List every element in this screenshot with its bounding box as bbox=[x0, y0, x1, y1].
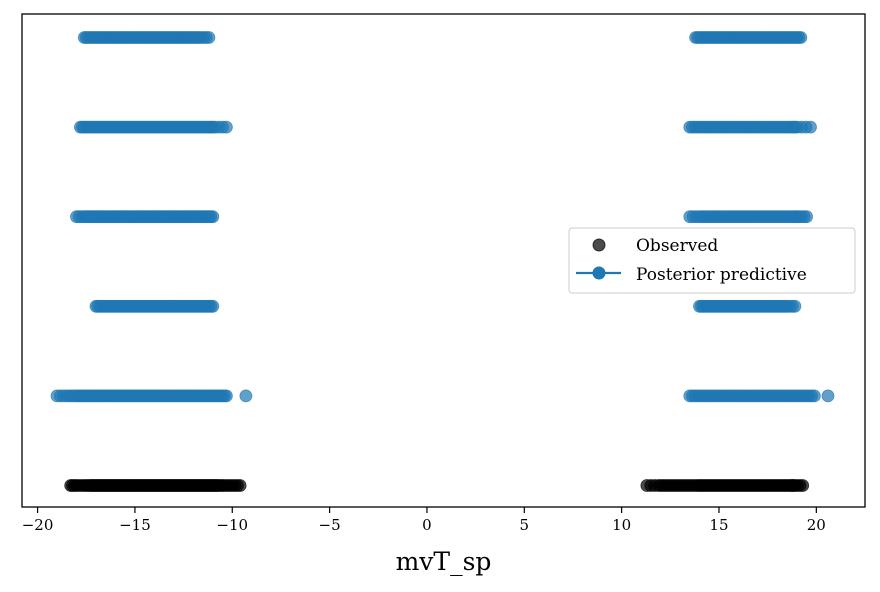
legend: Observed Posterior predictive bbox=[568, 227, 856, 294]
x-tick-label: −20 bbox=[22, 516, 54, 534]
legend-marker-observed bbox=[592, 238, 606, 252]
posterior-predictive-point bbox=[219, 389, 233, 403]
legend-box bbox=[568, 227, 856, 294]
posterior-predictive-point bbox=[800, 210, 813, 224]
posterior-predictive-point bbox=[219, 120, 233, 134]
posterior-predictive-point bbox=[206, 299, 220, 313]
x-tick-label: 5 bbox=[520, 516, 530, 534]
x-tick-label: 15 bbox=[709, 516, 728, 534]
x-axis: −20 −15 −10 −5 0 5 10 15 20 bbox=[22, 507, 826, 534]
x-tick-label: −10 bbox=[216, 516, 248, 534]
posterior-predictive-point bbox=[808, 389, 821, 403]
x-tick-label: 20 bbox=[807, 516, 826, 534]
observed-point bbox=[233, 479, 247, 492]
legend-label-observed: Observed bbox=[636, 236, 718, 256]
posterior-predictive-point bbox=[794, 31, 808, 44]
posterior-predictive-point bbox=[206, 210, 220, 224]
legend-marker-posterior bbox=[592, 266, 606, 280]
data-points bbox=[50, 31, 835, 492]
observed-point bbox=[796, 479, 810, 492]
x-tick-label: −15 bbox=[119, 516, 151, 534]
posterior-predictive-point bbox=[821, 389, 835, 403]
x-tick-label: 10 bbox=[612, 516, 631, 534]
x-tick-label: −5 bbox=[319, 516, 341, 534]
x-tick-label: 0 bbox=[422, 516, 432, 534]
posterior-predictive-point bbox=[202, 31, 216, 44]
posterior-predictive-point bbox=[239, 389, 253, 403]
plot-frame bbox=[21, 13, 866, 508]
x-axis-label: mvT_sp bbox=[396, 547, 492, 576]
legend-label-posterior: Posterior predictive bbox=[636, 265, 807, 285]
posterior-predictive-point bbox=[804, 120, 817, 134]
posterior-predictive-point bbox=[788, 299, 802, 313]
